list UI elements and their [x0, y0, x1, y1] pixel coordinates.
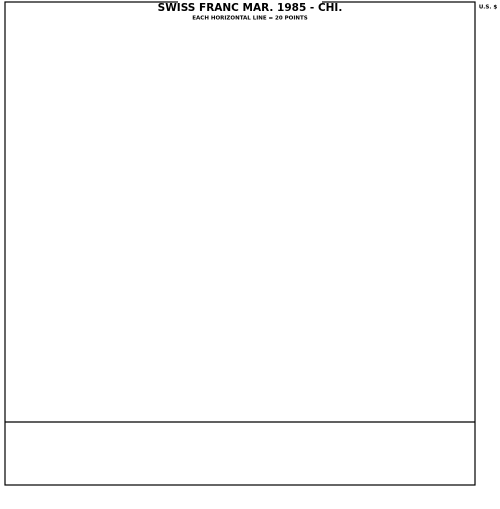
chart-subtitle: EACH HORIZONTAL LINE = 20 POINTS — [192, 16, 307, 22]
chart-title: SWISS FRANC MAR. 1985 - CHI. — [158, 2, 343, 14]
y-axis-label: U.S. $ — [479, 5, 498, 11]
title-box — [178, 0, 322, 22]
